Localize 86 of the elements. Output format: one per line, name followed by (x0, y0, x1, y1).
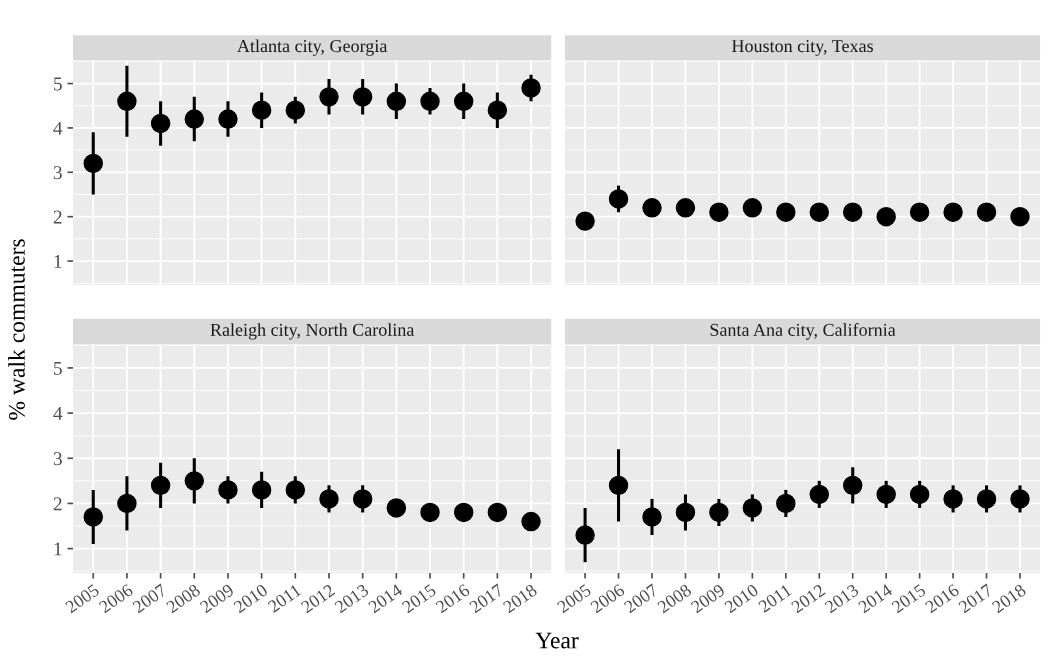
point (83, 507, 103, 527)
point (521, 511, 541, 532)
point (319, 489, 339, 509)
y-tick-label: 3 (53, 452, 62, 466)
x-tick-label: 2006 (98, 583, 134, 614)
point (117, 493, 137, 514)
point (184, 109, 205, 129)
x-axis-title: Year (535, 632, 579, 649)
point (809, 484, 829, 505)
point (487, 502, 508, 523)
y-tick-label: 5 (54, 361, 62, 375)
x-tick-label: 2005 (64, 583, 100, 614)
point (709, 202, 729, 222)
point (843, 202, 863, 222)
point (352, 87, 373, 107)
point (420, 91, 440, 112)
point (285, 480, 306, 500)
y-tick-label: 4 (53, 407, 63, 420)
x-tick-label: 2012 (790, 583, 826, 614)
point (675, 502, 696, 523)
point (420, 502, 440, 523)
point (876, 484, 896, 505)
point (218, 109, 238, 129)
x-tick-label: 2012 (300, 583, 336, 614)
point (943, 489, 963, 509)
point (608, 189, 629, 209)
point (843, 475, 863, 496)
point (453, 91, 474, 112)
x-tick-label: 2011 (267, 583, 302, 613)
point (285, 100, 306, 120)
point (218, 480, 238, 500)
x-tick-label: 2015 (401, 583, 437, 614)
point (575, 211, 595, 231)
x-tick-label: 2009 (199, 583, 235, 614)
y-tick-label: 2 (53, 497, 62, 511)
chart-title: Atlanta city, Georgia (237, 39, 388, 56)
point (386, 91, 407, 112)
point (521, 78, 541, 98)
point (742, 498, 763, 518)
y-tick-label: 1 (54, 254, 62, 268)
chart-title: Raleigh city, North Carolina (210, 323, 415, 340)
chart-title: Santa Ana city, California (710, 323, 896, 340)
point (776, 202, 796, 222)
point (776, 493, 796, 514)
y-tick-label: 2 (53, 210, 62, 224)
x-tick-label: 2018 (991, 583, 1027, 614)
point (184, 471, 205, 491)
point (352, 489, 373, 509)
x-tick-label: 2016 (924, 583, 960, 614)
x-tick-label: 2005 (556, 583, 592, 614)
point (876, 206, 896, 227)
point (117, 91, 137, 112)
point (909, 202, 930, 222)
x-tick-label: 2010 (233, 583, 269, 614)
point (83, 153, 103, 174)
point (642, 507, 662, 527)
x-tick-label: 2011 (757, 583, 793, 613)
point (575, 525, 595, 545)
point (487, 100, 508, 120)
x-tick-label: 2018 (502, 583, 538, 614)
point (709, 502, 729, 523)
point (943, 202, 963, 222)
point (319, 87, 339, 107)
point (386, 498, 407, 518)
chart-title: Houston city, Texas (731, 40, 873, 56)
y-tick-label: 3 (53, 166, 62, 180)
point (251, 100, 272, 120)
point (742, 198, 763, 218)
point (150, 113, 171, 134)
y-axis-title: % walk commuters (8, 239, 25, 420)
point (150, 475, 171, 496)
point (642, 198, 662, 218)
x-tick-label: 2008 (165, 583, 201, 614)
point (251, 480, 272, 500)
point (1010, 489, 1030, 509)
y-tick-label: 5 (54, 77, 62, 91)
y-tick-label: 1 (54, 542, 62, 556)
point (809, 202, 829, 222)
point (909, 484, 930, 505)
y-tick-label: 4 (53, 121, 63, 135)
point (453, 502, 474, 523)
point (976, 202, 997, 222)
point (608, 475, 629, 496)
point (976, 489, 997, 509)
point (675, 198, 696, 218)
point (1010, 206, 1030, 227)
